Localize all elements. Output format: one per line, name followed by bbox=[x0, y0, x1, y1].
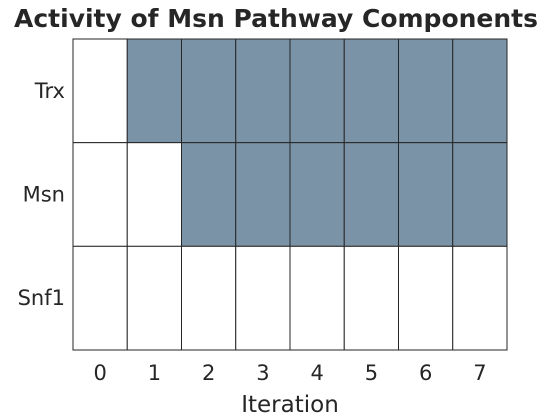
heatmap-cell-msn-3 bbox=[235, 142, 291, 247]
x-tick-label: 1 bbox=[148, 361, 161, 385]
heatmap-cell-trx-0 bbox=[72, 38, 128, 144]
x-tick-label: 7 bbox=[473, 361, 486, 385]
heatmap-cell-snf1-6 bbox=[398, 245, 454, 351]
x-tick-label: 6 bbox=[419, 361, 432, 385]
x-tick-label: 0 bbox=[93, 361, 106, 385]
heatmap-cell-snf1-7 bbox=[452, 245, 508, 351]
heatmap-cell-msn-4 bbox=[289, 142, 345, 247]
heatmap-cell-trx-6 bbox=[398, 38, 454, 144]
x-tick-label: 5 bbox=[365, 361, 378, 385]
y-tick-label: Trx bbox=[34, 79, 65, 103]
heatmap-cell-snf1-0 bbox=[72, 245, 128, 351]
heatmap-cell-trx-3 bbox=[235, 38, 291, 144]
heatmap-cell-trx-4 bbox=[289, 38, 345, 144]
heatmap-cell-msn-5 bbox=[343, 142, 399, 247]
heatmap-cell-msn-7 bbox=[452, 142, 508, 247]
heatmap-cell-snf1-1 bbox=[126, 245, 182, 351]
x-tick-label: 4 bbox=[310, 361, 323, 385]
heatmap-cell-snf1-3 bbox=[235, 245, 291, 351]
heatmap-cell-msn-6 bbox=[398, 142, 454, 247]
heatmap-cell-trx-2 bbox=[181, 38, 237, 144]
x-tick-label: 2 bbox=[202, 361, 215, 385]
x-tick-label: 3 bbox=[256, 361, 269, 385]
heatmap-cells bbox=[72, 38, 508, 351]
heatmap-cell-snf1-2 bbox=[181, 245, 237, 351]
x-axis-label: Iteration bbox=[241, 392, 339, 418]
heatmap-cell-msn-0 bbox=[72, 142, 128, 247]
chart-title: Activity of Msn Pathway Components bbox=[14, 4, 538, 33]
heatmap-cell-snf1-5 bbox=[343, 245, 399, 351]
y-tick-label: Snf1 bbox=[18, 286, 65, 310]
heatmap-cell-trx-7 bbox=[452, 38, 508, 144]
heatmap-cell-msn-1 bbox=[126, 142, 182, 247]
x-tick-labels: 0 1 2 3 4 5 6 7 bbox=[93, 361, 486, 385]
y-tick-labels: Trx Msn Snf1 bbox=[18, 79, 65, 310]
heatmap-cell-msn-2 bbox=[181, 142, 237, 247]
heatmap-cell-snf1-4 bbox=[289, 245, 345, 351]
heatmap-cell-trx-5 bbox=[343, 38, 399, 144]
y-tick-label: Msn bbox=[23, 183, 65, 207]
heatmap-cell-trx-1 bbox=[126, 38, 182, 144]
